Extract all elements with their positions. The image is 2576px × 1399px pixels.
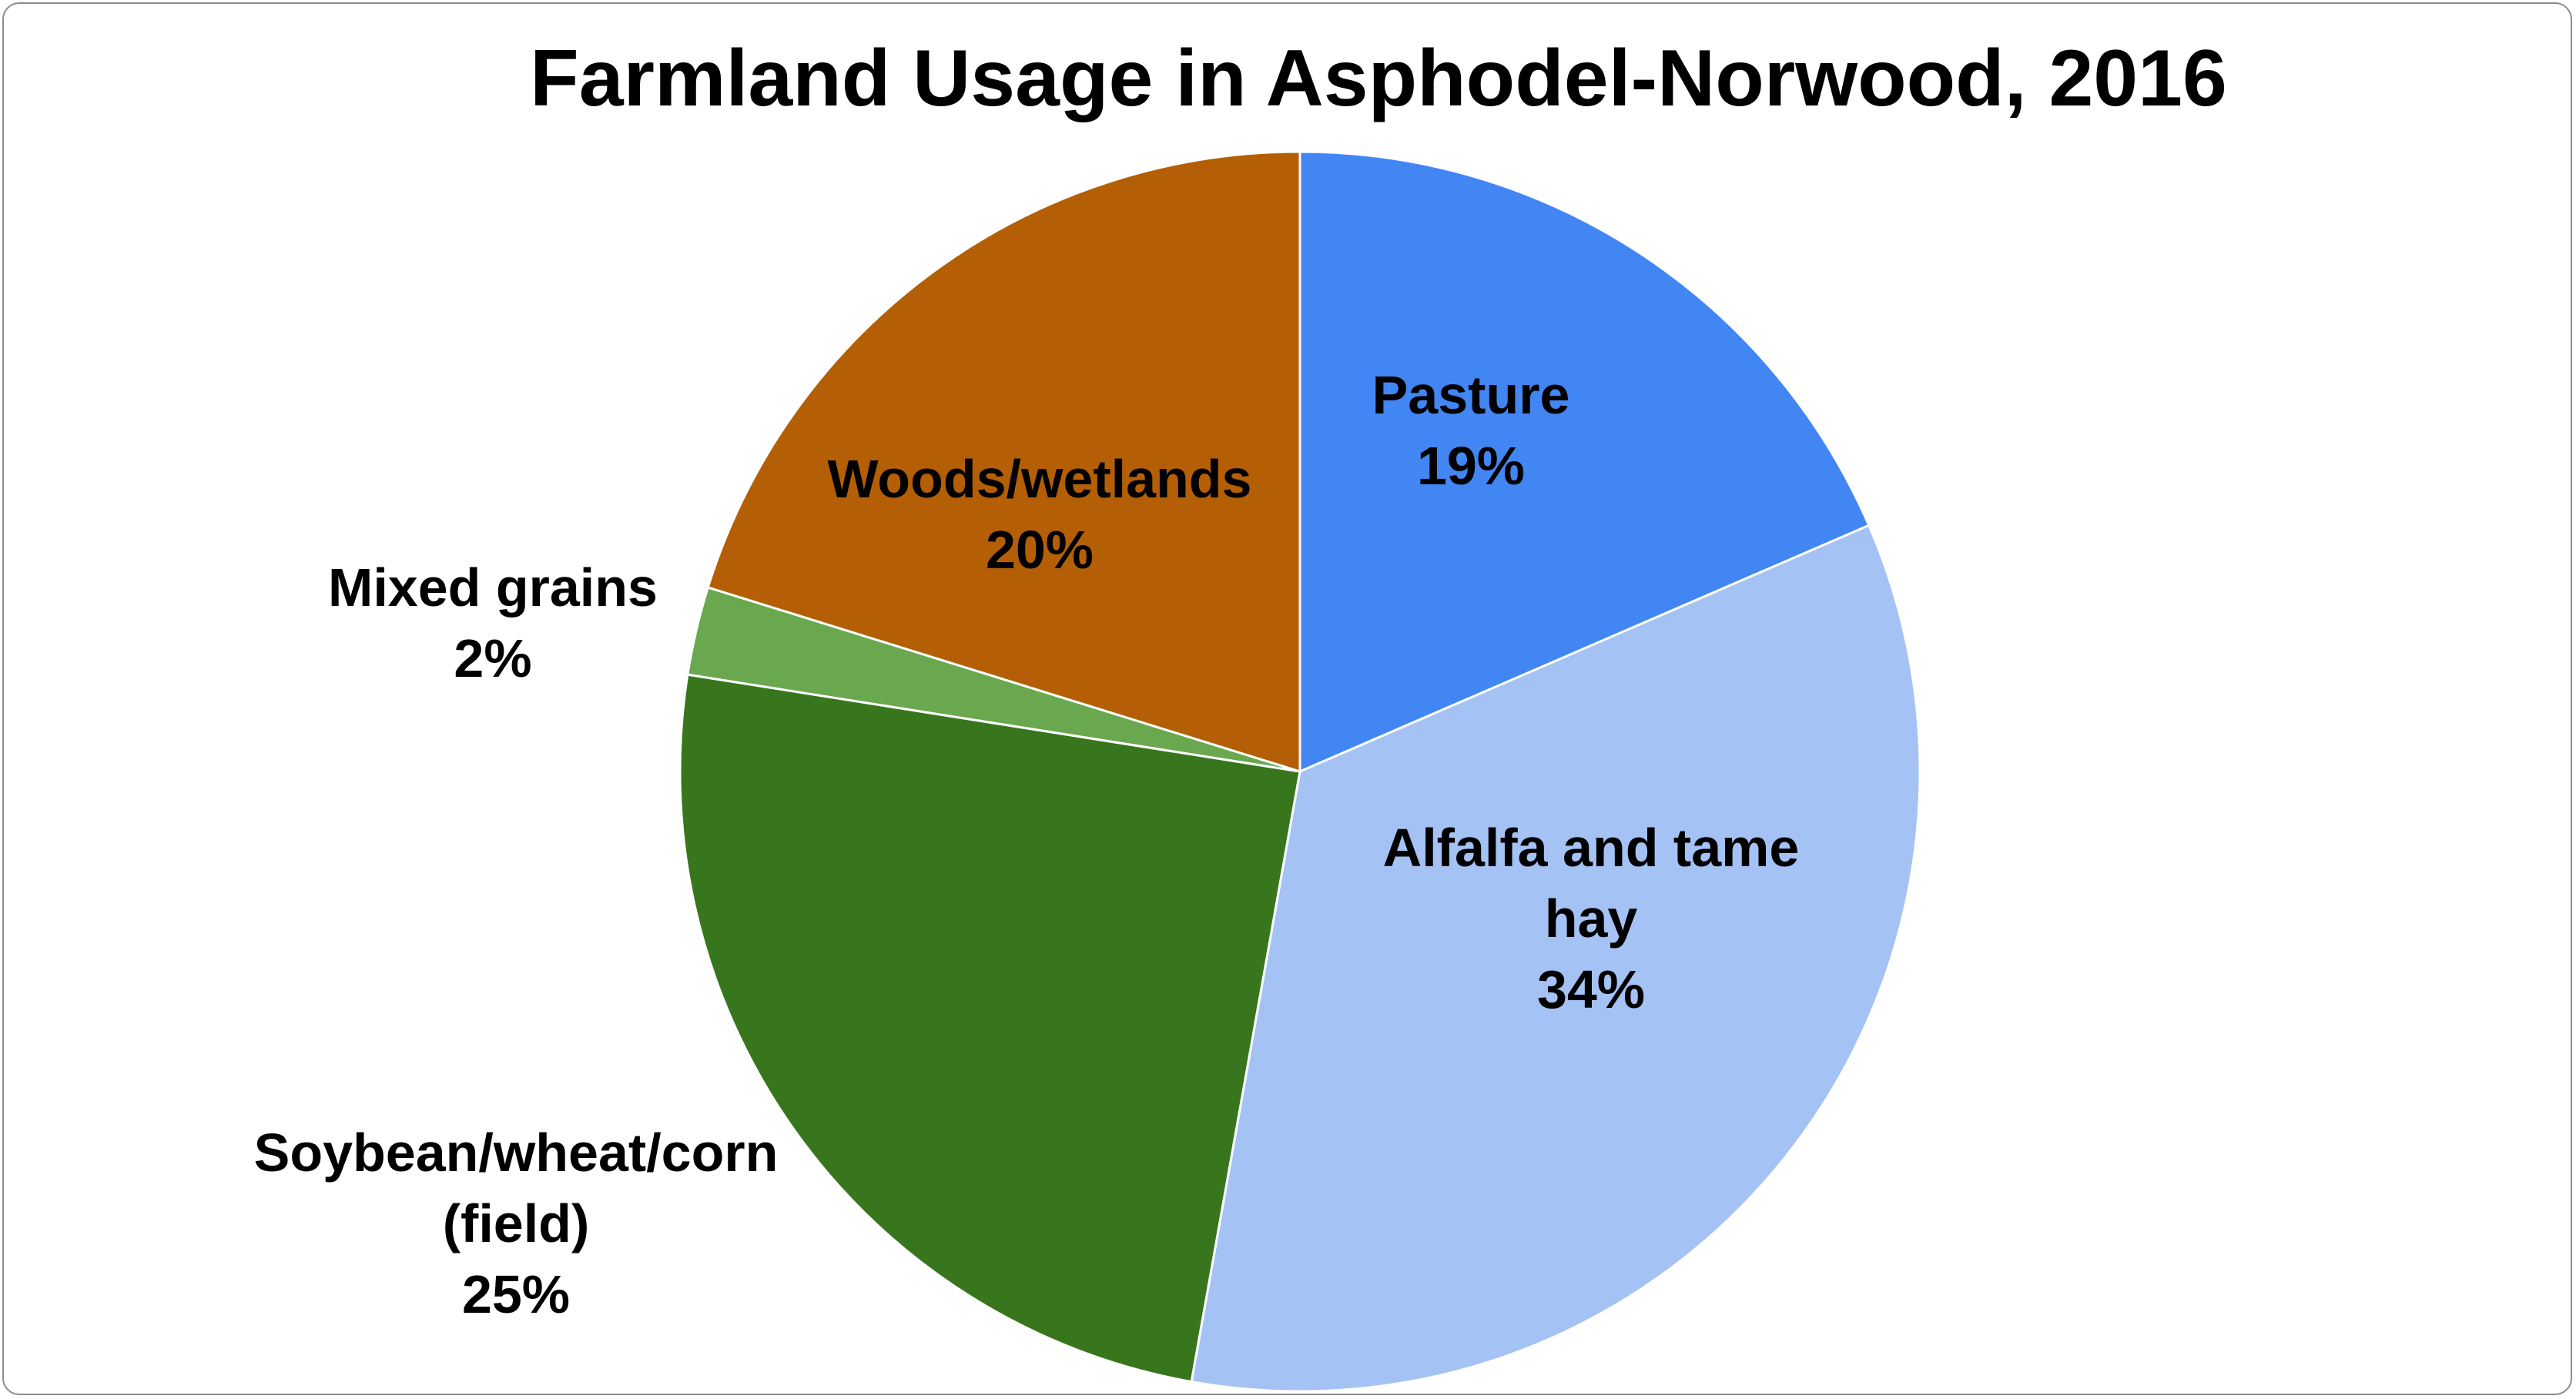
slice-label-mixed-grains: Mixed grains 2% <box>328 557 658 688</box>
slice-label-alfalfa-and-tame-hay: Alfalfa and tame hay 34% <box>1383 818 1800 1019</box>
slice-label-line: Woods/wetlands <box>828 449 1252 509</box>
slice-label-line: Soybean/wheat/corn <box>254 1123 779 1183</box>
chart-title: Farmland Usage in Asphodel-Norwood, 2016 <box>530 34 2227 123</box>
slice-label-line: Alfalfa and tame <box>1383 818 1800 878</box>
pie-slice-soybean-wheat-corn-field <box>678 673 1301 1384</box>
slice-label-soybean-wheat-corn-field: Soybean/wheat/corn (field) 25% <box>254 1123 779 1324</box>
slice-label-line: 2% <box>454 628 531 688</box>
pie-slices <box>678 150 1921 1393</box>
slice-label-line: 19% <box>1417 436 1525 496</box>
slice-label-line: 34% <box>1537 959 1645 1019</box>
slice-label-line: hay <box>1545 889 1638 949</box>
slice-label-line: (field) <box>443 1193 590 1253</box>
slice-label-line: Pasture <box>1372 365 1570 425</box>
pie-slice-pasture <box>1298 150 1871 774</box>
slice-labels: Pasture 19% Alfalfa and tame hay 34% Soybean/… <box>254 365 1800 1324</box>
slice-label-line: 20% <box>986 520 1094 580</box>
slice-label-pasture: Pasture 19% <box>1372 365 1570 496</box>
slice-label-line: 25% <box>462 1264 570 1324</box>
slice-label-woods-wetlands: Woods/wetlands 20% <box>828 449 1252 580</box>
slice-label-line: Mixed grains <box>328 557 658 618</box>
pie-slice-woods-wetlands <box>706 150 1301 774</box>
pie-slice-alfalfa-and-tame-hay <box>1190 524 1921 1393</box>
